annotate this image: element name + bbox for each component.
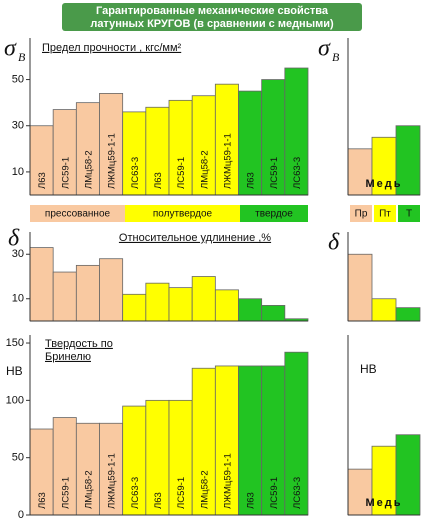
y-symbol: σ (4, 36, 17, 62)
category-label: ЛЖМц59-1-1 (107, 453, 118, 509)
y-tick-label: 100 (6, 394, 24, 406)
category-label: ЛМц58-2 (83, 470, 94, 509)
legend-label: Т (406, 209, 412, 220)
legend-swatch (374, 205, 396, 222)
bar (371, 445, 397, 516)
category-label: ЛЖМц59-1-1 (222, 133, 233, 189)
legend-label: Пт (379, 209, 391, 220)
category-label: ЛС59-1 (60, 477, 71, 509)
category-label: ЛС59-1 (269, 157, 280, 189)
y-symbol: δ (328, 230, 340, 256)
axis-title: Твердость по (45, 338, 113, 350)
title: Гарантированные механические свойства (96, 5, 329, 17)
axis-title: Бринелю (45, 351, 91, 363)
category-label: Л63 (246, 492, 257, 509)
category-label: Л63 (246, 172, 257, 189)
bar (52, 271, 77, 322)
category-label: Л63 (37, 172, 48, 189)
y-tick-label: 30 (12, 120, 24, 132)
bar (75, 264, 100, 322)
bar (395, 434, 421, 516)
axis-title: Предел прочности , кгс/мм² (42, 42, 182, 54)
bar (29, 247, 54, 322)
legend-swatch (350, 205, 372, 222)
bar (214, 289, 239, 322)
category-label: ЛМц58-2 (199, 150, 210, 189)
legend-swatch (240, 205, 308, 222)
bar (168, 287, 193, 322)
category-label: Л63 (153, 492, 164, 509)
bar (238, 298, 263, 322)
category-label: Л63 (153, 172, 164, 189)
y-symbol: HB (360, 362, 377, 376)
category-label: ЛС59-1 (176, 477, 187, 509)
y-tick-label: 150 (6, 337, 24, 349)
y-symbol: σ (318, 36, 331, 62)
category-label: ЛМц58-2 (83, 150, 94, 189)
title: латунных КРУГОВ (в сравнении с медными) (90, 18, 334, 30)
bar (191, 276, 216, 322)
legend-swatch (30, 205, 125, 222)
y-tick-label: 0 (18, 509, 24, 521)
y-tick-label: 30 (12, 248, 24, 260)
bar (261, 305, 286, 322)
legend-swatch (398, 205, 420, 222)
bar (395, 125, 421, 196)
title-box (62, 3, 362, 31)
copper-label: Медь (365, 178, 402, 190)
category-label: ЛС63-3 (130, 157, 141, 189)
category-label: ЛС59-1 (60, 157, 71, 189)
category-label: ЛМц58-2 (199, 470, 210, 509)
category-label: Л63 (37, 492, 48, 509)
y-tick-label: 10 (12, 166, 24, 178)
y-tick-label: 10 (12, 293, 24, 305)
bar (395, 307, 421, 322)
y-symbol: δ (8, 226, 20, 252)
category-label: ЛЖМц59-1-1 (222, 453, 233, 509)
legend-label: твердое (255, 209, 293, 220)
bar (347, 253, 373, 322)
axis-title: Относительное удлинение ,% (119, 232, 271, 244)
copper-label: Медь (365, 497, 402, 509)
legend-label: прессованное (45, 209, 111, 220)
bar (122, 293, 147, 322)
category-label: ЛС59-1 (269, 477, 280, 509)
category-label: ЛС63-3 (292, 157, 303, 189)
category-label: ЛС63-3 (130, 477, 141, 509)
bar (99, 258, 124, 322)
y-tick-label: 50 (12, 452, 24, 464)
legend-label: полутвердое (153, 209, 213, 220)
bar (371, 298, 397, 322)
y-tick-label: 50 (12, 73, 24, 85)
y-symbol-sub: B (18, 50, 26, 64)
y-symbol: HB (6, 364, 23, 378)
category-label: ЛС63-3 (292, 477, 303, 509)
y-symbol-sub: B (332, 50, 340, 64)
bar (145, 282, 170, 322)
legend-label: Пр (355, 209, 368, 220)
category-label: ЛС59-1 (176, 157, 187, 189)
legend-swatch (125, 205, 240, 222)
category-label: ЛЖМц59-1-1 (107, 133, 118, 189)
